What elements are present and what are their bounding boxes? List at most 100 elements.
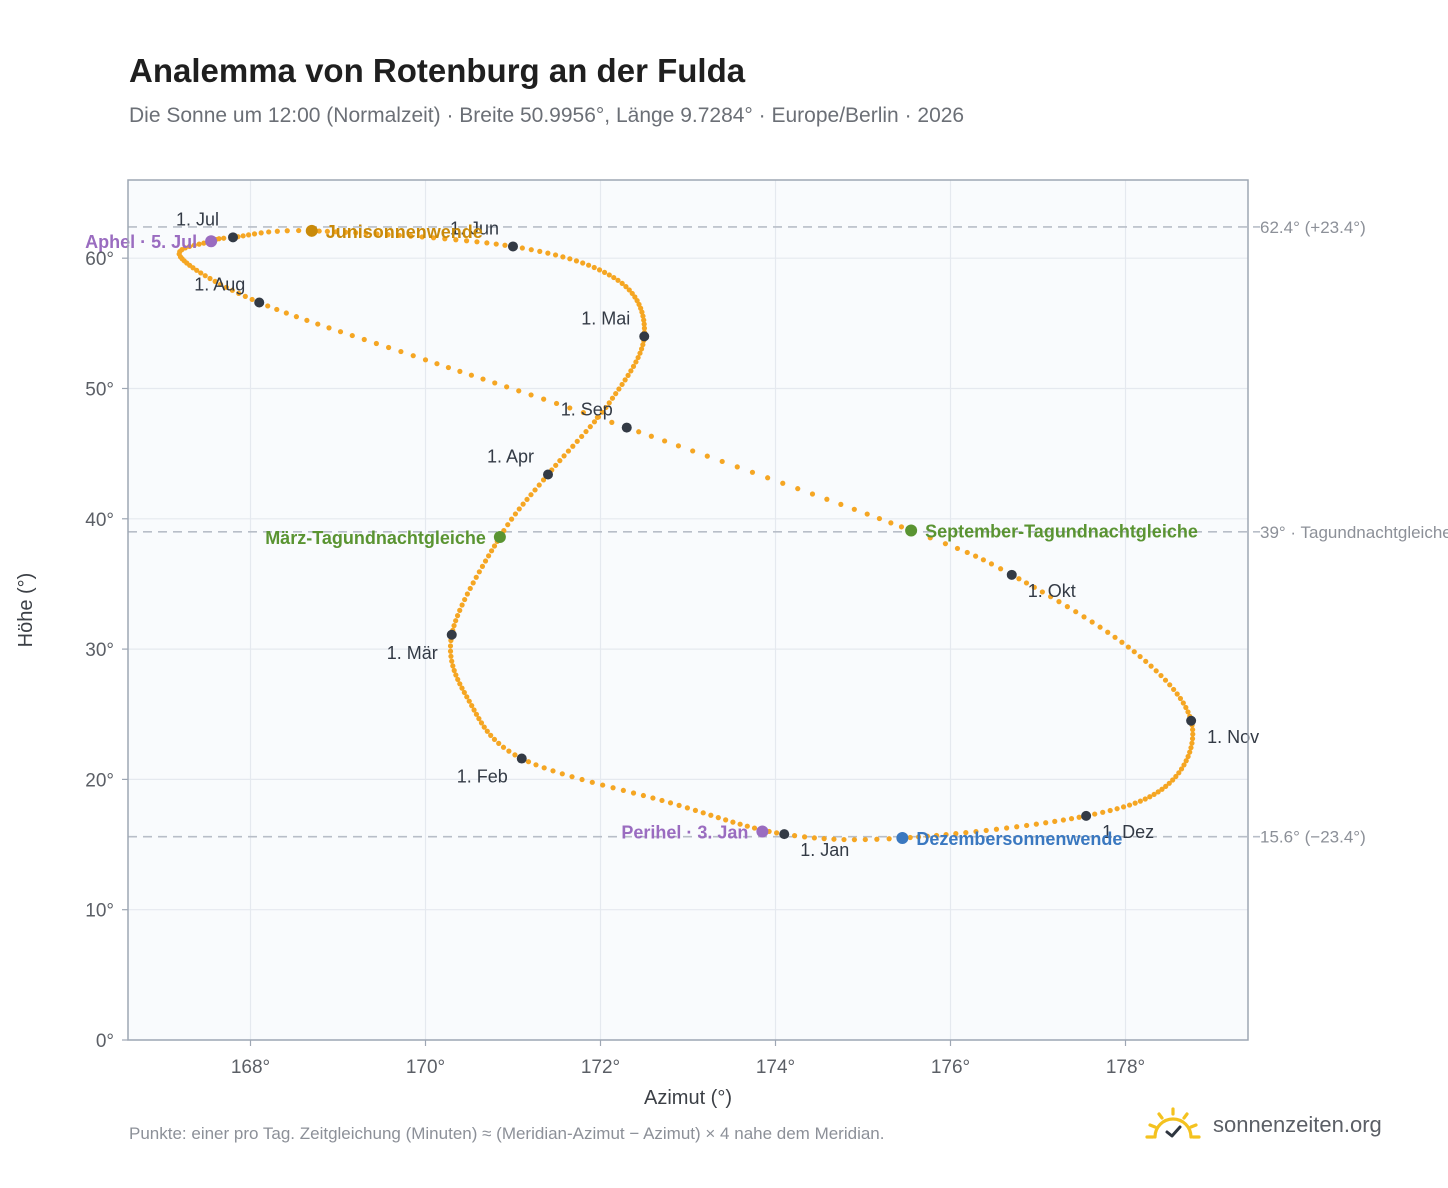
day-point — [464, 694, 470, 700]
plot-frame — [127, 179, 1249, 1041]
day-point — [508, 516, 515, 522]
month-marker — [516, 753, 527, 764]
day-point — [1016, 576, 1022, 582]
month-marker — [1006, 569, 1017, 580]
day-point — [449, 658, 455, 664]
day-point — [459, 602, 465, 608]
day-point — [619, 381, 625, 388]
day-point — [459, 685, 465, 691]
day-point — [293, 314, 299, 320]
day-point — [953, 831, 959, 837]
day-point — [191, 242, 197, 248]
month-label: 1. Feb — [457, 767, 508, 787]
day-point — [719, 458, 725, 465]
sun-check-icon — [1145, 1107, 1201, 1139]
day-point — [266, 229, 272, 235]
day-point — [316, 228, 322, 234]
day-point — [410, 353, 416, 359]
day-point — [1105, 629, 1111, 635]
day-point — [190, 265, 196, 271]
day-point — [730, 819, 736, 825]
day-point — [1180, 700, 1186, 706]
day-point — [476, 569, 482, 575]
day-point — [296, 227, 302, 234]
day-point — [304, 317, 310, 323]
day-point — [240, 233, 246, 239]
day-point — [751, 825, 758, 831]
day-point — [463, 238, 470, 244]
day-point — [484, 240, 490, 246]
day-point — [1142, 796, 1148, 802]
day-point — [326, 325, 332, 331]
day-point — [454, 613, 461, 619]
x-tick-label: 168° — [231, 1057, 270, 1078]
day-point — [194, 267, 200, 273]
day-point — [1185, 753, 1191, 760]
event-markers: Junisonnenwende Dezembersonnenwende März-T… — [85, 222, 1198, 849]
day-point — [567, 256, 573, 262]
day-point — [973, 828, 979, 835]
day-point — [907, 834, 913, 841]
y-tick-label: 0° — [96, 1031, 114, 1052]
day-point — [453, 237, 459, 243]
day-point — [876, 515, 883, 522]
day-point — [1056, 599, 1062, 605]
day-point — [528, 492, 534, 498]
chart-footnote: Punkte: einer pro Tag. Zeitgleichung (Mi… — [129, 1124, 885, 1143]
day-point — [196, 241, 202, 247]
day-point — [954, 545, 961, 552]
day-point — [659, 797, 665, 804]
day-point — [915, 834, 922, 840]
brand-name: sonnenzeiten.org — [1213, 1112, 1382, 1137]
day-point — [1014, 824, 1020, 830]
day-point — [493, 241, 499, 247]
day-point — [445, 364, 452, 371]
day-point — [637, 350, 643, 356]
day-point — [1064, 604, 1070, 610]
day-point — [933, 832, 940, 839]
day-point — [386, 344, 392, 351]
reference-line-label: 15.6° (−23.4°) — [1260, 828, 1366, 847]
day-point — [579, 776, 585, 783]
day-point — [574, 438, 580, 444]
day-point — [662, 438, 668, 444]
day-point — [708, 812, 714, 818]
day-point — [284, 228, 290, 234]
day-point — [613, 391, 619, 397]
day-point — [504, 384, 510, 390]
day-point — [1125, 644, 1131, 650]
day-point — [516, 388, 522, 394]
day-point — [223, 284, 229, 290]
day-point — [457, 681, 463, 687]
month-label: 1. Mär — [387, 643, 438, 663]
event-marker — [756, 825, 769, 838]
y-tick-label: 50° — [85, 379, 114, 400]
day-point — [586, 262, 592, 268]
day-point — [1131, 649, 1137, 655]
day-point — [242, 293, 248, 299]
month-label: 1. Jan — [800, 840, 849, 860]
day-point — [567, 405, 573, 411]
day-point — [451, 667, 457, 674]
day-point — [811, 835, 817, 841]
month-label: 1. Jun — [450, 218, 499, 238]
day-point — [973, 553, 979, 559]
day-point — [471, 707, 477, 713]
month-label: 1. Apr — [487, 446, 534, 466]
brand-logo[interactable]: sonnenzeiten.org — [1145, 1100, 1382, 1150]
day-point — [589, 779, 595, 785]
month-label: 1. Sep — [561, 400, 613, 420]
day-point — [505, 522, 511, 528]
day-point — [898, 524, 905, 530]
day-point — [675, 443, 682, 449]
day-point — [396, 232, 402, 238]
event-label: Dezembersonnenwende — [916, 829, 1122, 849]
month-marker — [1081, 810, 1092, 821]
day-point — [485, 553, 492, 559]
day-point — [1163, 783, 1169, 789]
day-point — [648, 433, 654, 439]
day-point — [502, 242, 508, 248]
day-point — [274, 228, 280, 234]
day-point — [524, 496, 530, 503]
